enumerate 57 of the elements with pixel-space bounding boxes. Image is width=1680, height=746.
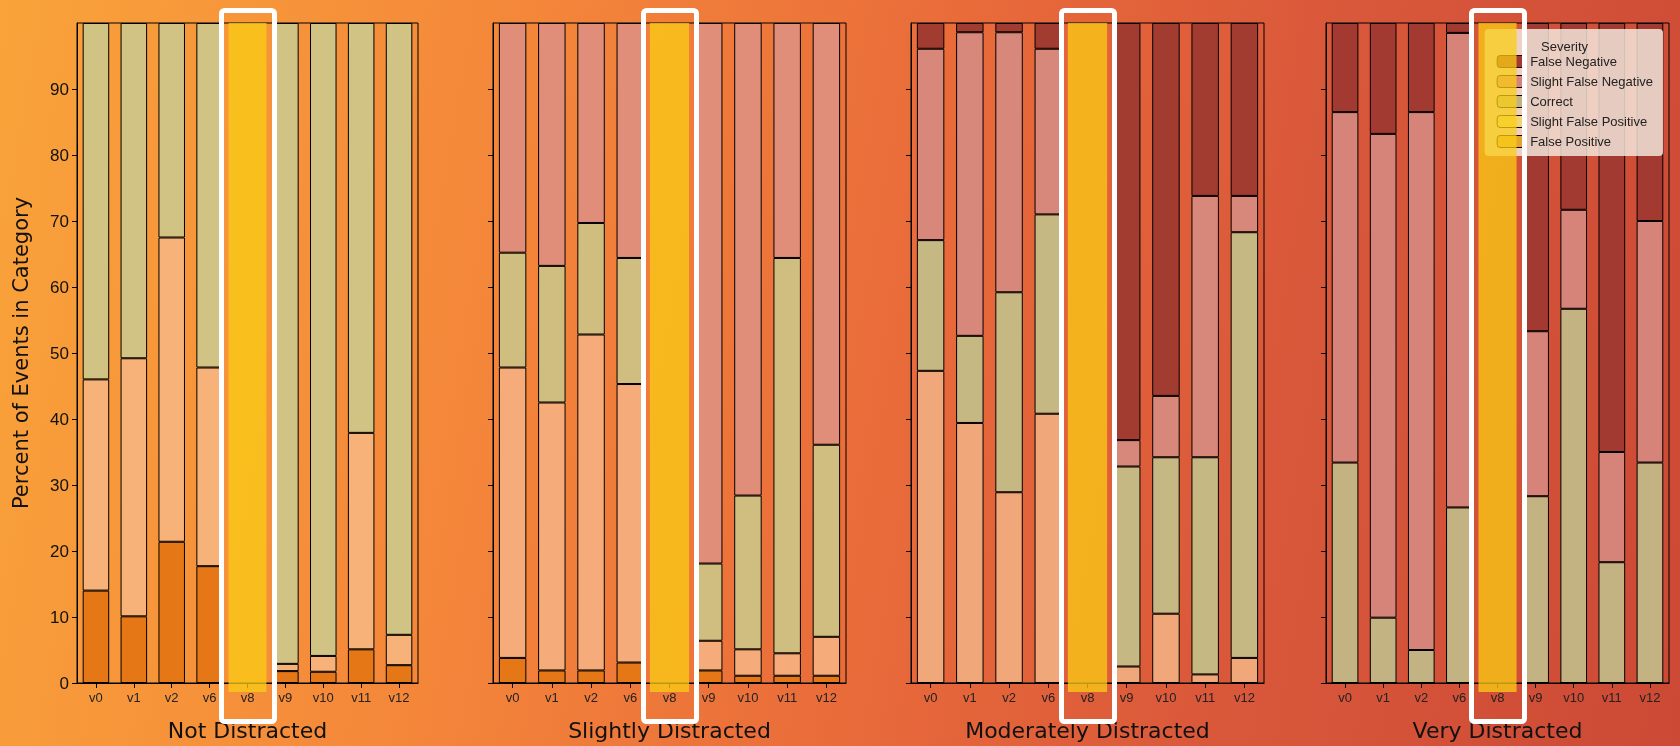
x-axis-title: Very Distracted: [1412, 717, 1583, 743]
y-tick-label: 40: [50, 409, 69, 429]
x-axis-title: Moderately Distracted: [965, 717, 1210, 743]
x-tick-label: v0: [89, 690, 103, 705]
x-tick-label: v11: [777, 690, 798, 705]
x-tick-label: v9: [1119, 690, 1134, 705]
x-tick-label: v6: [1041, 690, 1056, 705]
y-tick-label: 0: [59, 673, 69, 693]
x-tick-label: v0: [505, 690, 520, 705]
x-tick-label: v6: [1452, 690, 1467, 705]
x-tick-label: v12: [1233, 690, 1255, 705]
legend-title: Severity: [1541, 39, 1589, 54]
legend-label: False Positive: [1530, 134, 1612, 149]
x-tick-label: v1: [126, 690, 141, 705]
x-tick-label: v10: [312, 690, 334, 705]
x-tick-label: v10: [1563, 690, 1585, 705]
legend-label: Slight False Negative: [1530, 74, 1653, 89]
x-axis-title: Not Distracted: [167, 717, 328, 743]
x-tick-label: v11: [1601, 690, 1622, 705]
y-tick-label: 70: [50, 211, 69, 231]
x-tick-label: v1: [962, 690, 977, 705]
x-tick-label: v1: [1376, 690, 1391, 705]
x-tick-label: v6: [623, 690, 638, 705]
x-tick-label: v6: [202, 690, 217, 705]
x-tick-label: v11: [1195, 690, 1216, 705]
legend-label: Correct: [1530, 94, 1574, 109]
y-tick-label: 30: [50, 475, 69, 495]
x-tick-label: v2: [1002, 690, 1016, 705]
y-tick-label: 20: [50, 541, 69, 561]
x-tick-label: v10: [1155, 690, 1177, 705]
x-tick-label: v10: [737, 690, 759, 705]
y-tick-label: 10: [50, 607, 69, 627]
y-tick-label: 90: [50, 79, 69, 99]
x-tick-label: v2: [584, 690, 598, 705]
x-tick-label: v12: [815, 690, 837, 705]
x-tick-label: v2: [1414, 690, 1429, 705]
legend-label: Slight False Positive: [1530, 114, 1648, 129]
x-tick-label: v12: [388, 690, 410, 705]
x-tick-label: v9: [278, 690, 293, 705]
x-tick-label: v0: [1338, 690, 1352, 705]
x-tick-label: v9: [701, 690, 716, 705]
x-tick-label: v12: [1639, 690, 1661, 705]
x-tick-label: v1: [544, 690, 559, 705]
x-tick-label: v8: [1080, 690, 1095, 705]
y-tick-label: 50: [50, 343, 69, 363]
y-tick-label: 60: [50, 277, 69, 297]
legend-label: False Negative: [1530, 54, 1617, 69]
x-tick-label: v2: [164, 690, 179, 705]
x-tick-label: v8: [662, 690, 677, 705]
x-axis-title: Slightly Distracted: [568, 717, 771, 743]
y-axis-title: Percent of Events in Category: [8, 196, 33, 510]
x-tick-label: v11: [351, 690, 372, 705]
y-tick-label: 80: [50, 145, 69, 165]
x-tick-label: v8: [1490, 690, 1505, 705]
x-tick-label: v0: [923, 690, 938, 705]
x-tick-label: v8: [240, 690, 255, 705]
x-tick-label: v9: [1528, 690, 1543, 705]
